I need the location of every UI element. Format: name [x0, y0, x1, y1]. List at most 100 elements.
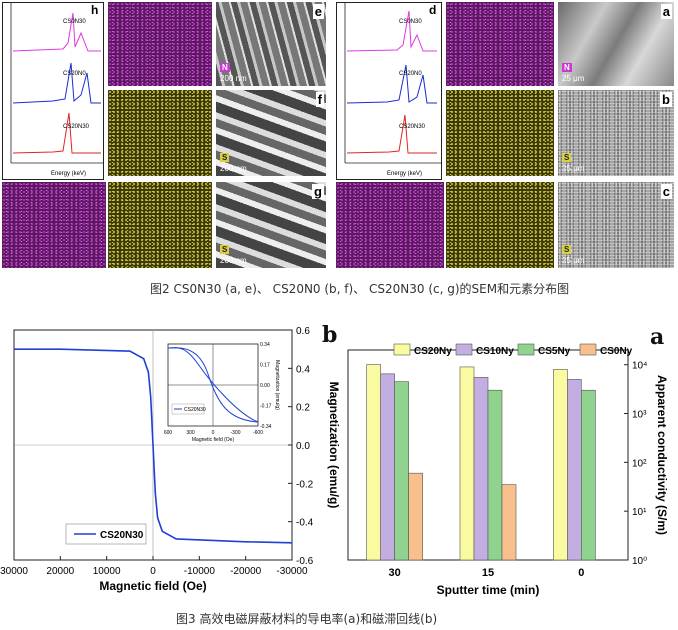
element-label-g-s: S	[220, 245, 230, 254]
inset-x-tick-label: 0	[212, 430, 215, 436]
x-axis-label: Sputter time (min)	[437, 583, 540, 597]
y-tick-label: 0.0	[296, 441, 310, 452]
inset-y-label: Magnetization (emu/g)	[274, 360, 280, 410]
legend-label: CS20Ny	[414, 346, 452, 357]
inset-curve-down	[167, 347, 259, 423]
xps-h-sample-3: CS20N30	[63, 124, 90, 130]
x-tick-label: 30	[389, 567, 401, 579]
xps-h-plot: Energy (keV) CS0N30 CS20N0 CS20N30	[10, 3, 103, 177]
y-tick-label: -0.4	[296, 518, 314, 529]
legend-swatch	[455, 343, 473, 356]
xps-panel-d: Energy (keV) CS0N30 CS20N0 CS20N30 d	[336, 2, 442, 180]
y-tick-label: -0.6	[296, 556, 314, 567]
x-tick-label: 0	[578, 567, 584, 579]
legend-swatch	[393, 343, 411, 356]
x-tick-label: -10000	[184, 566, 216, 577]
bar-cs5ny	[581, 389, 596, 561]
figure-3-caption: 图3 高效电磁屏蔽材料的导电率(a)和磁滞回线(b)	[176, 612, 438, 626]
inset-y-tick-label: 0.34	[260, 342, 270, 348]
x-tick-label: -30000	[276, 566, 308, 577]
y-axis-label: Apparent conductivity (S/m)	[655, 375, 669, 535]
y-axis-label: Magnetization (emu/g)	[327, 382, 341, 509]
x-tick-label: 10000	[93, 566, 121, 577]
scale-bar-c: 25 μm	[562, 256, 585, 265]
y-tick-label: 0.6	[296, 326, 310, 337]
bar-cs20ny	[459, 366, 475, 561]
bar-cs5ny	[394, 381, 409, 561]
eds-map-c-n	[336, 182, 444, 268]
sem-image-c: c 25 μm S	[558, 182, 674, 268]
scale-bar-a: 25 μm	[562, 74, 585, 83]
panel-letter-h: h	[89, 3, 101, 17]
bar-cs0ny	[408, 472, 423, 561]
inset-x-tick-label: -300	[230, 430, 240, 436]
xps-d-plot: Energy (keV) CS0N30 CS20N0 CS20N30	[344, 3, 441, 177]
panel-letter-a-fig3: a	[650, 324, 665, 350]
y-tick-label: 10²	[632, 458, 647, 469]
xps-h-sample-2: CS20N0	[63, 71, 86, 77]
sem-image-b: b 25 μm S	[558, 90, 674, 176]
y-tick-label: 10⁰	[632, 556, 647, 567]
scale-bar-f: 200 nm	[220, 164, 247, 173]
legend-label: CS20N30	[100, 530, 144, 541]
inset-x-tick-label: -600	[253, 430, 263, 436]
scale-bar-g: 200 nm	[220, 256, 247, 265]
panel-letter-d: d	[427, 3, 439, 17]
xps-h-sample-1: CS0N30	[63, 19, 86, 25]
legend-box	[65, 523, 147, 545]
y-tick-label: -0.2	[296, 479, 314, 490]
legend-label: CS5Ny	[538, 346, 571, 357]
eds-map-c-s	[446, 182, 554, 268]
scale-bar-b: 25 μm	[562, 164, 585, 173]
sem-image-a: a 25 μm N	[558, 2, 674, 86]
bar-cs0ny	[501, 484, 517, 561]
x-axis-label: Magnetic field (Oe)	[99, 579, 206, 593]
xps-d-sample-2: CS20N0	[399, 71, 422, 77]
xps-panel-h: Energy (keV) CS0N30 CS20N0 CS20N30 h	[2, 2, 104, 180]
chart-hysteresis-panel: -30000 -20000 -10000 0 10000 20000 30000 -0.6 -0…	[0, 322, 350, 604]
legend-swatch	[517, 343, 535, 356]
xps-d-sample-3: CS20N30	[399, 124, 426, 130]
eds-map-b-s	[446, 90, 554, 176]
bar-cs10ny	[380, 373, 395, 561]
inset-y-tick-label: -0.17	[260, 404, 272, 410]
element-label-b-s: S	[562, 153, 572, 162]
panel-letter-b: b	[660, 92, 672, 107]
panel-letter-g: g	[312, 184, 324, 199]
panel-letter-a: a	[660, 4, 672, 19]
x-tick-label: 15	[482, 567, 494, 579]
sem-image-f: f 200 nm S	[216, 90, 326, 176]
xps-d-xlabel: Energy (keV)	[387, 171, 422, 177]
x-tick-label: -20000	[230, 566, 262, 577]
panel-letter-c: c	[660, 184, 672, 199]
xps-h-xlabel: Energy (keV)	[51, 171, 86, 177]
element-label-e-n: N	[220, 63, 230, 72]
inset-x-tick-label: 300	[186, 430, 195, 436]
eds-map-e-n	[108, 2, 212, 86]
xps-d-sample-1: CS0N30	[399, 19, 422, 25]
inset-legend-box	[171, 403, 205, 415]
sem-image-g: g 200 nm S	[216, 182, 326, 268]
y-tick-label: 10³	[632, 410, 647, 421]
inset-y-tick-label: -0.34	[260, 424, 272, 430]
legend-label: CS10Ny	[476, 346, 514, 357]
x-tick-label: 30000	[0, 566, 28, 577]
chart-conductivity-panel: 10⁰ 10¹ 10² 10³ 10⁴ Apparent conductivity (S/…	[338, 322, 678, 604]
y-tick-label: 10⁴	[632, 361, 647, 372]
element-label-c-s: S	[562, 245, 572, 254]
bar-cs20ny	[366, 364, 381, 561]
bar-cs10ny	[567, 379, 582, 561]
sem-image-e: e 200 nm N	[216, 2, 326, 86]
hysteresis-curve	[14, 348, 293, 544]
panel-letter-e: e	[312, 4, 324, 19]
inset-legend-label: CS20N30	[184, 407, 206, 413]
bar-cs5ny	[487, 389, 503, 561]
chart-hysteresis: -30000 -20000 -10000 0 10000 20000 30000 -0.6 -0…	[0, 326, 341, 593]
x-tick-label: 0	[150, 566, 156, 577]
figure-2-caption: 图2 CS0N30 (a, e)、 CS20N0 (b, f)、 CS20N30…	[150, 282, 570, 296]
chart-conductivity: 10⁰ 10¹ 10² 10³ 10⁴ Apparent conductivity (S/…	[347, 343, 669, 597]
inset-y-tick-label: 0.17	[260, 363, 270, 369]
bar-cs10ny	[473, 377, 489, 561]
x-tick-label: 20000	[46, 566, 74, 577]
element-label-a-n: N	[562, 63, 572, 72]
